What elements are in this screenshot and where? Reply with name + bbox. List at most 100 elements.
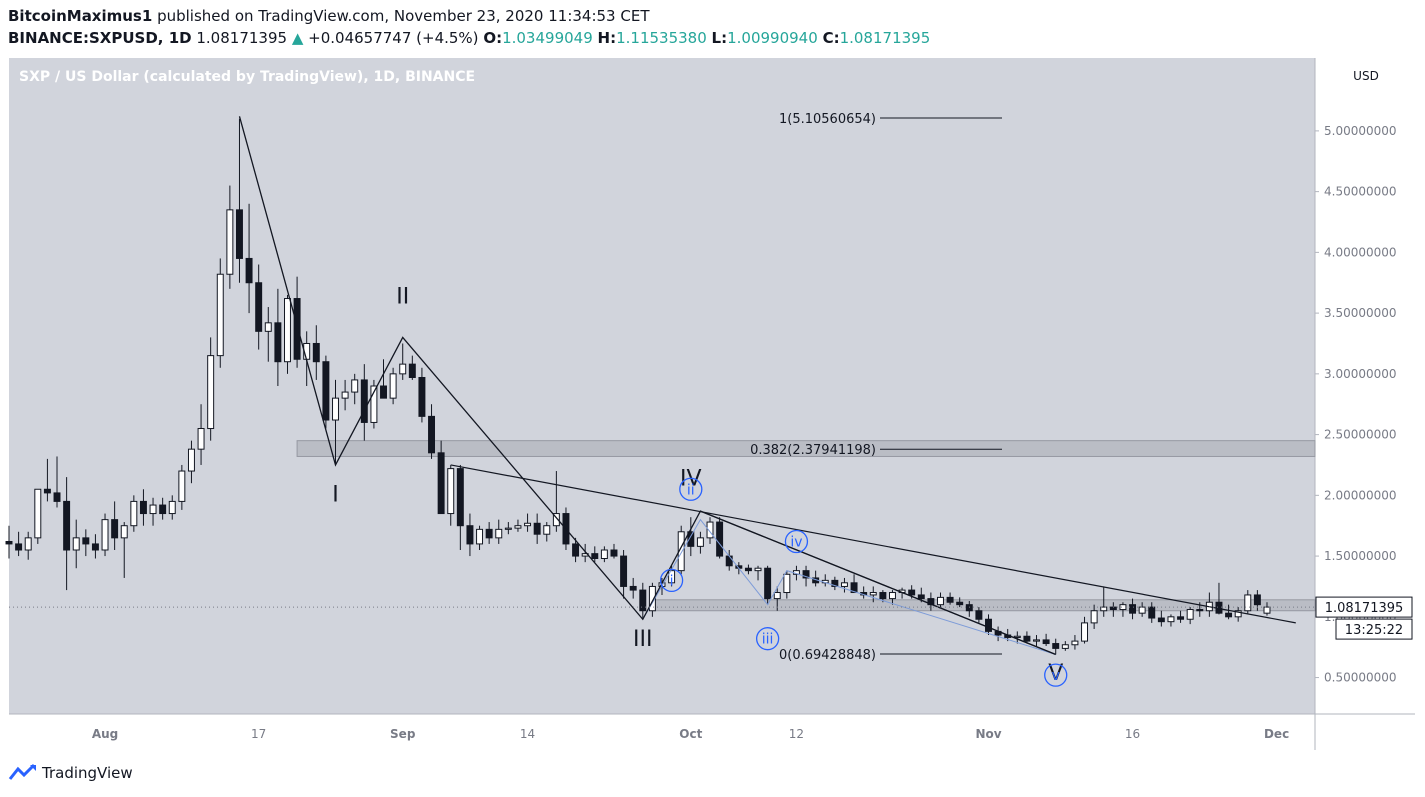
candle-body bbox=[1052, 643, 1060, 649]
candle-body bbox=[668, 570, 676, 584]
chart-title: SXP / US Dollar (calculated by TradingVi… bbox=[19, 69, 475, 85]
x-tick-label: Nov bbox=[975, 727, 1001, 741]
candle-body bbox=[1081, 622, 1089, 642]
x-axis[interactable] bbox=[9, 714, 1315, 750]
candle-body bbox=[197, 428, 205, 450]
candle-body bbox=[1042, 639, 1050, 645]
candle-body bbox=[72, 537, 80, 551]
candle-body bbox=[399, 363, 407, 375]
candle-body bbox=[428, 415, 436, 454]
wave-label: I bbox=[332, 482, 339, 507]
candle-body bbox=[677, 531, 685, 572]
candle-body bbox=[293, 298, 301, 360]
wave-label: II bbox=[396, 284, 409, 309]
wave-label: III bbox=[633, 627, 652, 652]
candle-body bbox=[1177, 616, 1185, 620]
candle-body bbox=[908, 589, 916, 596]
wave-label: V bbox=[1048, 661, 1063, 686]
candle-body bbox=[600, 549, 608, 560]
footer-brand: TradingView bbox=[42, 764, 133, 782]
candle-body bbox=[187, 448, 195, 472]
candle-body bbox=[1148, 606, 1156, 619]
candle-body bbox=[696, 537, 704, 547]
countdown-label: 13:25:22 bbox=[1345, 623, 1403, 638]
candle-body bbox=[956, 601, 964, 606]
sub-wave-circle bbox=[784, 529, 809, 554]
candle-body bbox=[783, 573, 791, 594]
y-tick-label: 2.00000000 bbox=[1324, 488, 1397, 502]
candle-body bbox=[1244, 594, 1252, 612]
high-label: H: bbox=[597, 29, 617, 47]
candle-body bbox=[716, 521, 724, 557]
x-tick-label: 12 bbox=[789, 727, 804, 741]
published-text: published on TradingView.com, November 2… bbox=[157, 7, 650, 25]
candle-body bbox=[34, 488, 42, 539]
up-arrow-icon: ▲ bbox=[291, 29, 304, 47]
candle-body bbox=[63, 500, 71, 551]
candle-body bbox=[754, 567, 762, 572]
candle-body bbox=[1033, 639, 1040, 642]
fib-level-label: 0.382(2.37941198) bbox=[750, 443, 876, 458]
candle-body bbox=[53, 492, 61, 502]
candle-body bbox=[149, 504, 157, 515]
candle-body bbox=[869, 592, 877, 596]
currency-label: USD bbox=[1353, 69, 1379, 83]
plot-area[interactable] bbox=[9, 58, 1315, 714]
candle-body bbox=[1100, 606, 1108, 612]
candle-body bbox=[456, 468, 464, 527]
candle-body bbox=[985, 618, 992, 632]
symbol-line: BINANCE:SXPUSD, 1D 1.08171395 ▲ +0.04657… bbox=[8, 29, 930, 47]
symbol-name: BINANCE:SXPUSD, 1D bbox=[8, 29, 192, 47]
candle-body bbox=[831, 579, 839, 587]
candle-body bbox=[370, 385, 378, 423]
candle-body bbox=[639, 589, 647, 612]
candle-body bbox=[130, 500, 138, 527]
sub-wave-label: ii bbox=[687, 482, 695, 498]
candle-body bbox=[15, 543, 23, 551]
support-resistance-zone bbox=[296, 440, 1316, 457]
candle-body bbox=[216, 273, 224, 357]
candle-body bbox=[24, 537, 32, 551]
candle-body bbox=[178, 470, 186, 502]
candle-body bbox=[120, 525, 128, 539]
candle-body bbox=[101, 519, 109, 551]
candle-body bbox=[351, 379, 359, 393]
candle-body bbox=[322, 361, 330, 421]
candle-body bbox=[437, 452, 445, 515]
candle-body bbox=[687, 531, 695, 547]
candle-body bbox=[946, 596, 954, 603]
high-value: 1.11535380 bbox=[616, 29, 707, 47]
y-tick-label: 3.00000000 bbox=[1324, 367, 1397, 381]
candle-body bbox=[466, 525, 474, 545]
candle-body bbox=[533, 522, 541, 535]
candle-body bbox=[744, 567, 752, 572]
candle-body bbox=[264, 322, 272, 332]
candle-body bbox=[1196, 609, 1204, 612]
candle-body bbox=[380, 385, 387, 399]
candle-body bbox=[879, 592, 887, 600]
candle-body bbox=[552, 513, 560, 527]
candle-body bbox=[1186, 609, 1194, 620]
candle-body bbox=[1167, 616, 1175, 623]
countdown-box bbox=[1335, 618, 1413, 640]
last-price-label: 1.08171395 bbox=[1325, 601, 1404, 616]
y-axis[interactable] bbox=[1315, 58, 1415, 750]
open-label: O: bbox=[483, 29, 503, 47]
candle-body bbox=[1263, 606, 1271, 614]
candle-body bbox=[504, 527, 512, 530]
y-tick-label: 3.50000000 bbox=[1324, 306, 1397, 320]
candle-body bbox=[1157, 617, 1165, 623]
y-tick-label: 5.00000000 bbox=[1324, 124, 1397, 138]
sub-wave-label: iv bbox=[790, 534, 802, 550]
candle-body bbox=[610, 549, 618, 557]
candle-body bbox=[447, 468, 455, 515]
tradingview-logo-icon bbox=[8, 763, 36, 780]
candle-body bbox=[408, 363, 416, 378]
candle-body bbox=[917, 594, 925, 600]
y-tick-label: 1.50000000 bbox=[1324, 549, 1397, 563]
candle-body bbox=[341, 391, 349, 399]
sub-wave-label: v bbox=[1052, 668, 1060, 684]
candle-body bbox=[168, 500, 176, 515]
candle-body bbox=[1071, 640, 1079, 646]
